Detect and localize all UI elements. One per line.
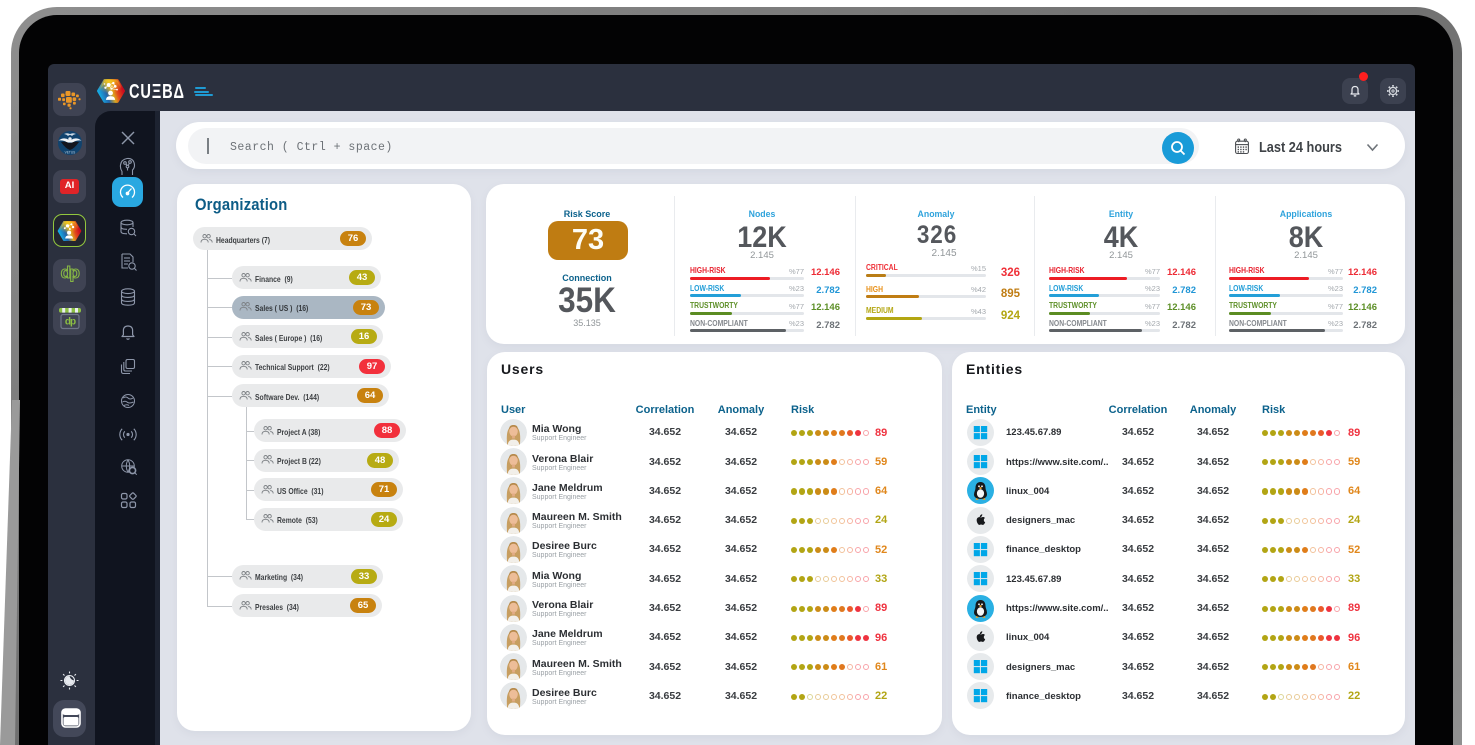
svg-text:dp: dp	[65, 317, 76, 328]
svg-text:VETUS: VETUS	[65, 151, 76, 155]
